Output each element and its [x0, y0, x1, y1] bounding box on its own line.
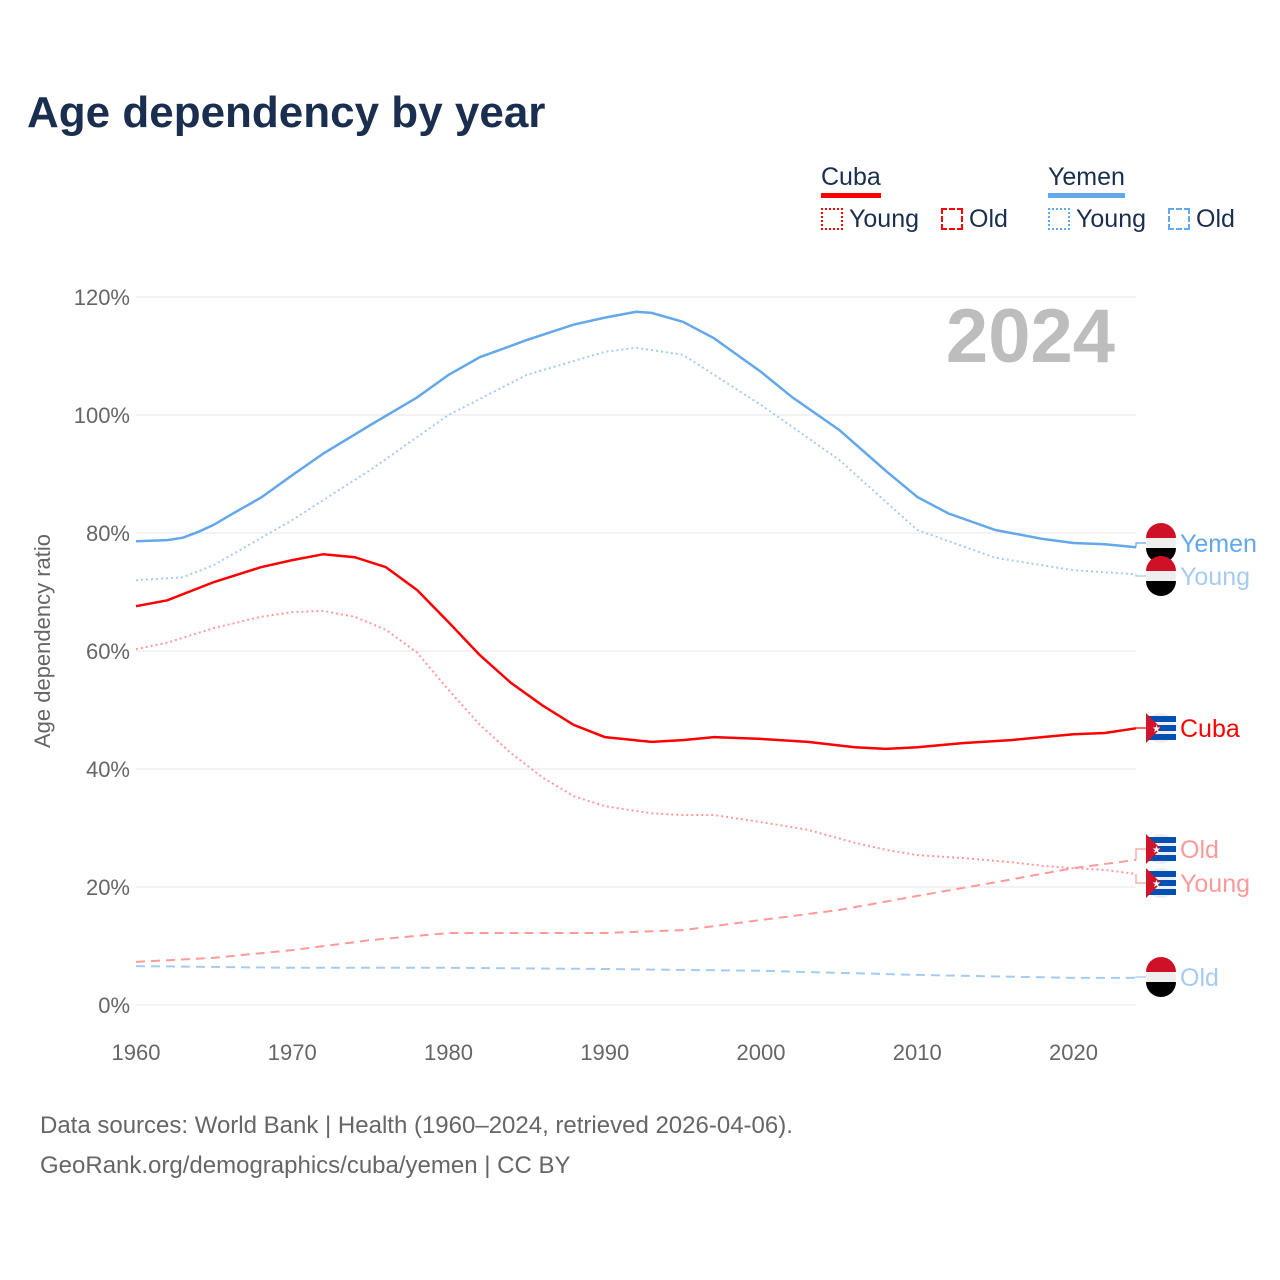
flag-stripe	[1146, 581, 1176, 596]
flag-triangle	[1146, 868, 1161, 898]
flag-stripe	[1146, 957, 1176, 972]
flag-stripe	[1146, 889, 1176, 895]
legend-yemen-young[interactable]: Young	[1048, 205, 1146, 234]
dashed-swatch-icon	[1168, 208, 1190, 230]
label-connector	[1135, 976, 1146, 978]
series-line-yemen-old	[135, 965, 1136, 979]
y-tick-label: 20%	[86, 875, 130, 900]
series-end-label: Young	[1180, 563, 1250, 591]
x-tick-label: 2000	[737, 1040, 786, 1065]
dotted-swatch-icon	[821, 208, 843, 230]
x-tick-label: 2010	[893, 1040, 942, 1065]
flag-stripe	[1146, 556, 1176, 571]
label-connector	[1135, 542, 1146, 548]
series-end-label: Cuba	[1180, 715, 1240, 743]
legend-cuba-young[interactable]: Young	[821, 205, 919, 234]
page-title: Age dependency by year	[27, 88, 546, 137]
source-note: Data sources: World Bank | Health (1960–…	[40, 1106, 793, 1186]
y-tick-label: 0%	[98, 993, 130, 1018]
dotted-swatch-icon	[1048, 208, 1070, 230]
series-line-cuba-young	[135, 609, 1137, 875]
series-line-yemen-young	[135, 346, 1137, 582]
legend-label: Old	[969, 205, 1008, 233]
y-tick-label: 80%	[86, 521, 130, 546]
y-tick-label: 40%	[86, 757, 130, 782]
series-end-label: Young	[1180, 870, 1250, 898]
legend-label: Young	[1076, 205, 1146, 233]
series-line-cuba	[135, 552, 1137, 751]
label-connector	[1135, 848, 1146, 860]
source-link[interactable]: GeoRank.org/demographics/cuba/yemen | CC…	[40, 1152, 571, 1179]
star-icon: ★	[1152, 845, 1161, 856]
x-tick-label: 1980	[424, 1040, 473, 1065]
series-end-label: Yemen	[1180, 530, 1257, 558]
legend-cuba-label: Cuba	[821, 163, 881, 198]
label-connector	[1135, 574, 1146, 577]
x-tick-label: 1970	[268, 1040, 317, 1065]
x-tick-label: 2020	[1049, 1040, 1098, 1065]
x-tick-label: 1960	[112, 1040, 161, 1065]
flag-triangle	[1146, 713, 1161, 743]
flag-stripe	[1146, 871, 1176, 877]
flag-stripe	[1146, 734, 1176, 740]
y-tick-label: 120%	[74, 285, 130, 310]
source-line: Data sources: World Bank | Health (1960–…	[40, 1112, 793, 1139]
year-watermark: 2024	[946, 294, 1115, 379]
star-icon: ★	[1152, 879, 1161, 890]
legend-cuba-old[interactable]: Old	[941, 205, 1008, 234]
flag-triangle	[1146, 834, 1161, 864]
series-end-label: Old	[1180, 836, 1219, 864]
legend-yemen-old[interactable]: Old	[1168, 205, 1235, 234]
legend-label: Young	[849, 205, 919, 233]
flag-stripe	[1146, 982, 1176, 997]
legend-label: Old	[1196, 205, 1235, 233]
dashed-swatch-icon	[941, 208, 963, 230]
flag-stripe	[1146, 523, 1176, 538]
y-axis-title: Age dependency ratio	[30, 534, 55, 748]
flag-stripe	[1146, 855, 1176, 861]
legend-yemen[interactable]: Yemen	[1048, 163, 1125, 198]
series-end-label: Old	[1180, 964, 1219, 992]
flag-stripe	[1146, 837, 1176, 843]
series-line-cuba-old	[135, 858, 1137, 963]
star-icon: ★	[1152, 724, 1161, 735]
y-tick-label: 100%	[74, 403, 130, 428]
legend-yemen-label: Yemen	[1048, 163, 1125, 198]
y-tick-label: 60%	[86, 639, 130, 664]
label-connector	[1135, 874, 1146, 884]
series-line-yemen	[135, 310, 1137, 549]
flag-stripe	[1146, 716, 1176, 722]
x-tick-label: 1990	[580, 1040, 629, 1065]
legend-cuba[interactable]: Cuba	[821, 163, 881, 198]
